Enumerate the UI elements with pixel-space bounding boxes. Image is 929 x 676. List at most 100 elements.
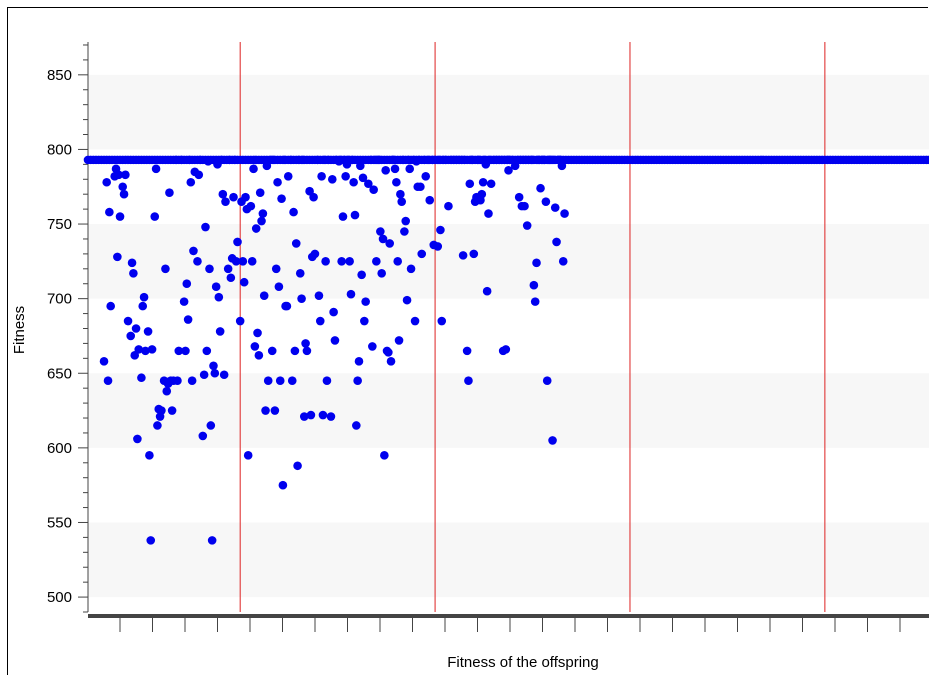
data-point <box>198 431 208 441</box>
data-point <box>247 257 257 266</box>
data-point <box>309 192 318 202</box>
data-point <box>165 188 174 198</box>
data-point <box>406 264 416 274</box>
data-point <box>287 376 297 386</box>
data-point <box>105 207 114 217</box>
data-point <box>146 536 156 545</box>
data-point <box>229 192 238 202</box>
data-point <box>381 166 390 175</box>
data-point <box>215 327 225 336</box>
data-point <box>290 346 300 356</box>
data-point <box>257 216 266 226</box>
data-point <box>106 301 115 311</box>
data-point <box>189 246 198 256</box>
data-point <box>293 461 302 471</box>
data-point <box>277 194 286 203</box>
data-point <box>179 297 189 306</box>
data-point <box>394 336 404 345</box>
data-point <box>226 273 236 283</box>
data-point <box>214 292 224 302</box>
data-point <box>529 280 539 290</box>
data-point <box>254 351 264 360</box>
data-point <box>291 239 301 248</box>
grid-band <box>88 522 929 598</box>
data-point <box>297 294 306 303</box>
data-point <box>102 177 111 187</box>
data-point <box>360 316 369 326</box>
data-point <box>390 164 400 174</box>
data-point <box>243 451 253 460</box>
data-point <box>221 197 230 206</box>
data-point <box>137 373 146 383</box>
data-point <box>924 155 929 165</box>
grid-bands <box>88 74 929 598</box>
data-point <box>377 268 386 278</box>
data-point <box>345 257 354 266</box>
data-point <box>271 264 281 274</box>
data-point <box>209 361 218 371</box>
data-point <box>532 258 541 268</box>
data-point <box>504 166 513 175</box>
data-point <box>326 412 336 421</box>
data-point <box>133 434 142 444</box>
data-point <box>205 264 214 274</box>
data-point <box>558 257 568 266</box>
chart-frame <box>7 7 928 675</box>
data-point <box>194 170 204 180</box>
data-point <box>211 282 221 292</box>
data-point <box>246 201 256 211</box>
axes <box>87 42 929 618</box>
data-point <box>251 224 261 233</box>
data-point <box>118 182 128 192</box>
data-point <box>235 316 245 326</box>
data-point <box>341 171 350 181</box>
data-point <box>199 370 209 380</box>
data-point <box>318 410 328 420</box>
data-point <box>321 257 330 266</box>
data-point <box>317 171 326 181</box>
grid-band <box>88 373 929 448</box>
data-point <box>157 406 166 415</box>
data-point <box>273 177 282 187</box>
data-point <box>261 406 270 415</box>
data-point <box>263 376 273 386</box>
data-point <box>350 210 360 220</box>
data-point <box>275 376 285 386</box>
data-point <box>436 225 445 235</box>
data-point <box>139 292 149 302</box>
data-point <box>145 451 154 460</box>
data-point <box>322 376 332 386</box>
data-point <box>202 346 212 356</box>
data-point <box>143 327 153 336</box>
data-point <box>153 421 162 430</box>
data-point <box>458 251 468 260</box>
data-point <box>560 209 569 218</box>
data-point <box>138 301 148 311</box>
x-axis-title: Fitness of the offspring <box>447 654 598 671</box>
data-point <box>129 268 138 278</box>
y-tick-label: 800 <box>47 141 72 158</box>
data-point <box>119 189 129 199</box>
data-point <box>486 179 496 189</box>
x-axis-bar <box>88 614 929 618</box>
data-point <box>278 480 288 490</box>
data-point <box>113 252 122 262</box>
data-point <box>444 201 453 211</box>
data-point <box>218 189 228 199</box>
data-point <box>255 188 265 198</box>
data-points <box>83 155 929 545</box>
data-point <box>219 370 229 380</box>
data-point <box>465 179 475 189</box>
data-point <box>378 234 388 244</box>
data-point <box>482 286 492 296</box>
data-point <box>289 207 298 217</box>
data-point <box>385 239 394 248</box>
data-point <box>369 185 378 195</box>
data-point <box>417 249 427 259</box>
data-point <box>123 316 133 326</box>
data-point <box>410 316 420 326</box>
y-ticks: 500 550 600 650 700 750 800 850 <box>47 44 88 613</box>
data-point <box>174 346 184 356</box>
data-point <box>330 336 340 345</box>
